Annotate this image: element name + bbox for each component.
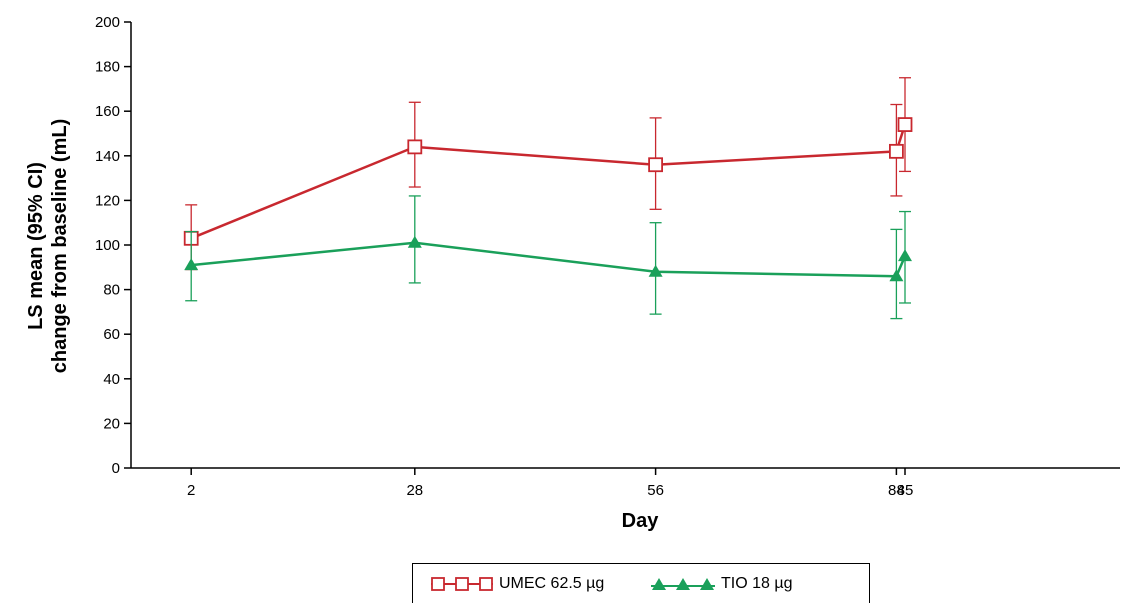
legend-item-umec: UMEC 62.5 µg [431, 564, 604, 604]
y-tick-label: 0 [112, 460, 120, 477]
y-tick-label: 20 [103, 415, 120, 432]
data-point [648, 157, 663, 173]
y-tick-label: 40 [103, 371, 120, 388]
data-point [407, 139, 423, 155]
data-point [889, 143, 904, 159]
legend-swatch-umec [431, 577, 493, 591]
y-axis-title-line2: change from baseline (mL) [49, 119, 71, 374]
x-tick-label: 28 [406, 482, 423, 499]
series-0 [183, 77, 913, 271]
y-tick-label: 160 [95, 103, 120, 120]
legend: UMEC 62.5 µg TIO 18 µg [412, 563, 870, 603]
series-1 [184, 195, 912, 320]
y-tick-label: 100 [95, 237, 120, 254]
y-tick-label: 140 [95, 148, 120, 165]
series-layer [183, 77, 913, 320]
x-tick-label: 2 [187, 482, 195, 499]
legend-label-tio: TIO 18 µg [721, 575, 793, 592]
legend-swatch-tio [651, 578, 715, 590]
data-point [889, 269, 904, 282]
legend-item-tio: TIO 18 µg [651, 564, 792, 604]
x-tick-label: 84 [888, 482, 905, 499]
series-line [191, 241, 907, 278]
y-tick-label: 60 [103, 326, 120, 343]
y-tick-label: 200 [95, 14, 120, 31]
y-tick-label: 180 [95, 59, 120, 76]
data-point [184, 258, 199, 271]
data-point [898, 249, 912, 262]
x-axis-title: Day [622, 510, 660, 532]
data-point [407, 235, 422, 248]
data-point [897, 117, 913, 132]
legend-label-umec: UMEC 62.5 µg [499, 575, 605, 592]
y-tick-label: 80 [103, 282, 120, 299]
y-tick-label: 120 [95, 192, 120, 209]
chart: LS mean (95% CI) change from baseline (m… [25, 14, 1120, 532]
x-tick-label: 56 [647, 482, 664, 499]
y-axis-title-line1: LS mean (95% CI) [25, 162, 47, 330]
data-point [648, 264, 663, 277]
series-line [190, 124, 907, 240]
x-tick-label: 85 [897, 482, 914, 499]
y-axis-title: LS mean (95% CI) change from baseline (m… [25, 119, 71, 374]
